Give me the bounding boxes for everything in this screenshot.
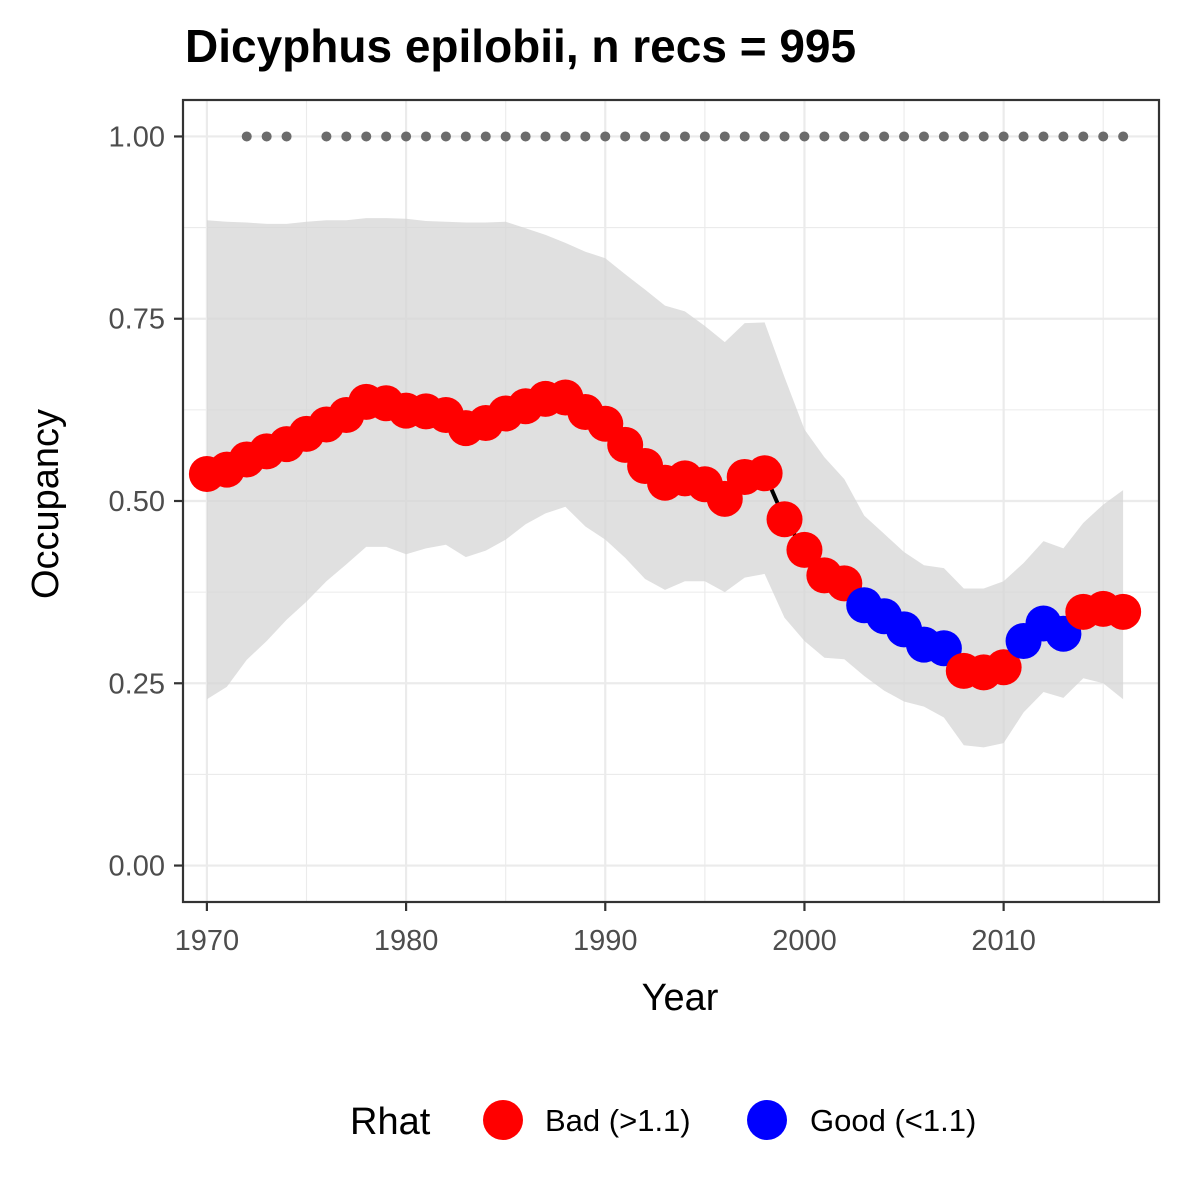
record-dot xyxy=(560,131,571,142)
data-point-bad xyxy=(746,455,783,492)
occupancy-points xyxy=(188,379,1142,691)
data-point-bad xyxy=(766,501,803,538)
record-dot xyxy=(839,131,850,142)
record-dot xyxy=(660,131,671,142)
y-axis-title: Occupancy xyxy=(25,409,67,599)
record-dot xyxy=(779,131,790,142)
legend-label-good: Good (<1.1) xyxy=(810,1103,976,1138)
record-dot xyxy=(341,131,352,142)
y-tick-label: 0.75 xyxy=(109,304,165,336)
record-dot xyxy=(918,131,929,142)
y-tick-label: 0.00 xyxy=(109,851,165,883)
record-dot xyxy=(241,131,252,142)
y-tick-label: 0.50 xyxy=(109,486,165,518)
record-dot xyxy=(699,131,710,142)
record-dot xyxy=(281,131,292,142)
record-dot xyxy=(958,131,969,142)
record-dot xyxy=(759,131,770,142)
record-dot xyxy=(998,131,1009,142)
record-dot xyxy=(679,131,690,142)
chart-title: Dicyphus epilobii, n recs = 995 xyxy=(185,20,856,72)
record-dot xyxy=(640,131,651,142)
record-dot xyxy=(859,131,870,142)
record-dot xyxy=(540,131,551,142)
record-dot xyxy=(401,131,412,142)
legend-title: Rhat xyxy=(350,1101,431,1143)
record-dot xyxy=(520,131,531,142)
record-dot xyxy=(1078,131,1089,142)
record-dot xyxy=(978,131,989,142)
record-dot xyxy=(421,131,432,142)
record-dot xyxy=(580,131,591,142)
record-dot xyxy=(879,131,890,142)
x-tick-label: 1980 xyxy=(374,925,439,957)
record-dot xyxy=(799,131,810,142)
y-tick-label: 1.00 xyxy=(109,121,165,153)
data-point-bad xyxy=(786,531,823,568)
record-dot xyxy=(1058,131,1069,142)
legend-label-bad: Bad (>1.1) xyxy=(545,1103,691,1138)
record-dot xyxy=(620,131,631,142)
record-dot xyxy=(1098,131,1109,142)
legend: Rhat Bad (>1.1) Good (<1.1) xyxy=(350,1100,976,1143)
record-dot xyxy=(460,131,471,142)
record-dot xyxy=(1018,131,1029,142)
record-dot xyxy=(361,131,372,142)
x-tick-label: 2010 xyxy=(971,925,1036,957)
record-dot xyxy=(1118,131,1129,142)
x-tick-label: 1970 xyxy=(175,925,240,957)
record-dot xyxy=(899,131,910,142)
data-point-bad xyxy=(985,649,1022,686)
record-dot xyxy=(440,131,451,142)
x-tick-label: 2000 xyxy=(772,925,837,957)
record-dot xyxy=(719,131,730,142)
record-dot xyxy=(500,131,511,142)
record-dot xyxy=(819,131,830,142)
record-dot xyxy=(1038,131,1049,142)
record-dot xyxy=(381,131,392,142)
y-tick-label: 0.25 xyxy=(109,668,165,700)
record-dot xyxy=(321,131,332,142)
axes: 0.00 0.25 0.50 0.75 1.00 1970 1980 1990 2000 2010 xyxy=(109,121,1036,957)
x-tick-label: 1990 xyxy=(573,925,638,957)
record-dot xyxy=(600,131,611,142)
data-point-bad xyxy=(1105,593,1142,630)
record-dot xyxy=(261,131,272,142)
record-dot xyxy=(480,131,491,142)
record-dots xyxy=(241,131,1129,142)
legend-key-good xyxy=(747,1100,787,1140)
x-axis-title: Year xyxy=(642,977,719,1019)
record-dot xyxy=(739,131,750,142)
legend-key-bad xyxy=(483,1100,523,1140)
record-dot xyxy=(938,131,949,142)
